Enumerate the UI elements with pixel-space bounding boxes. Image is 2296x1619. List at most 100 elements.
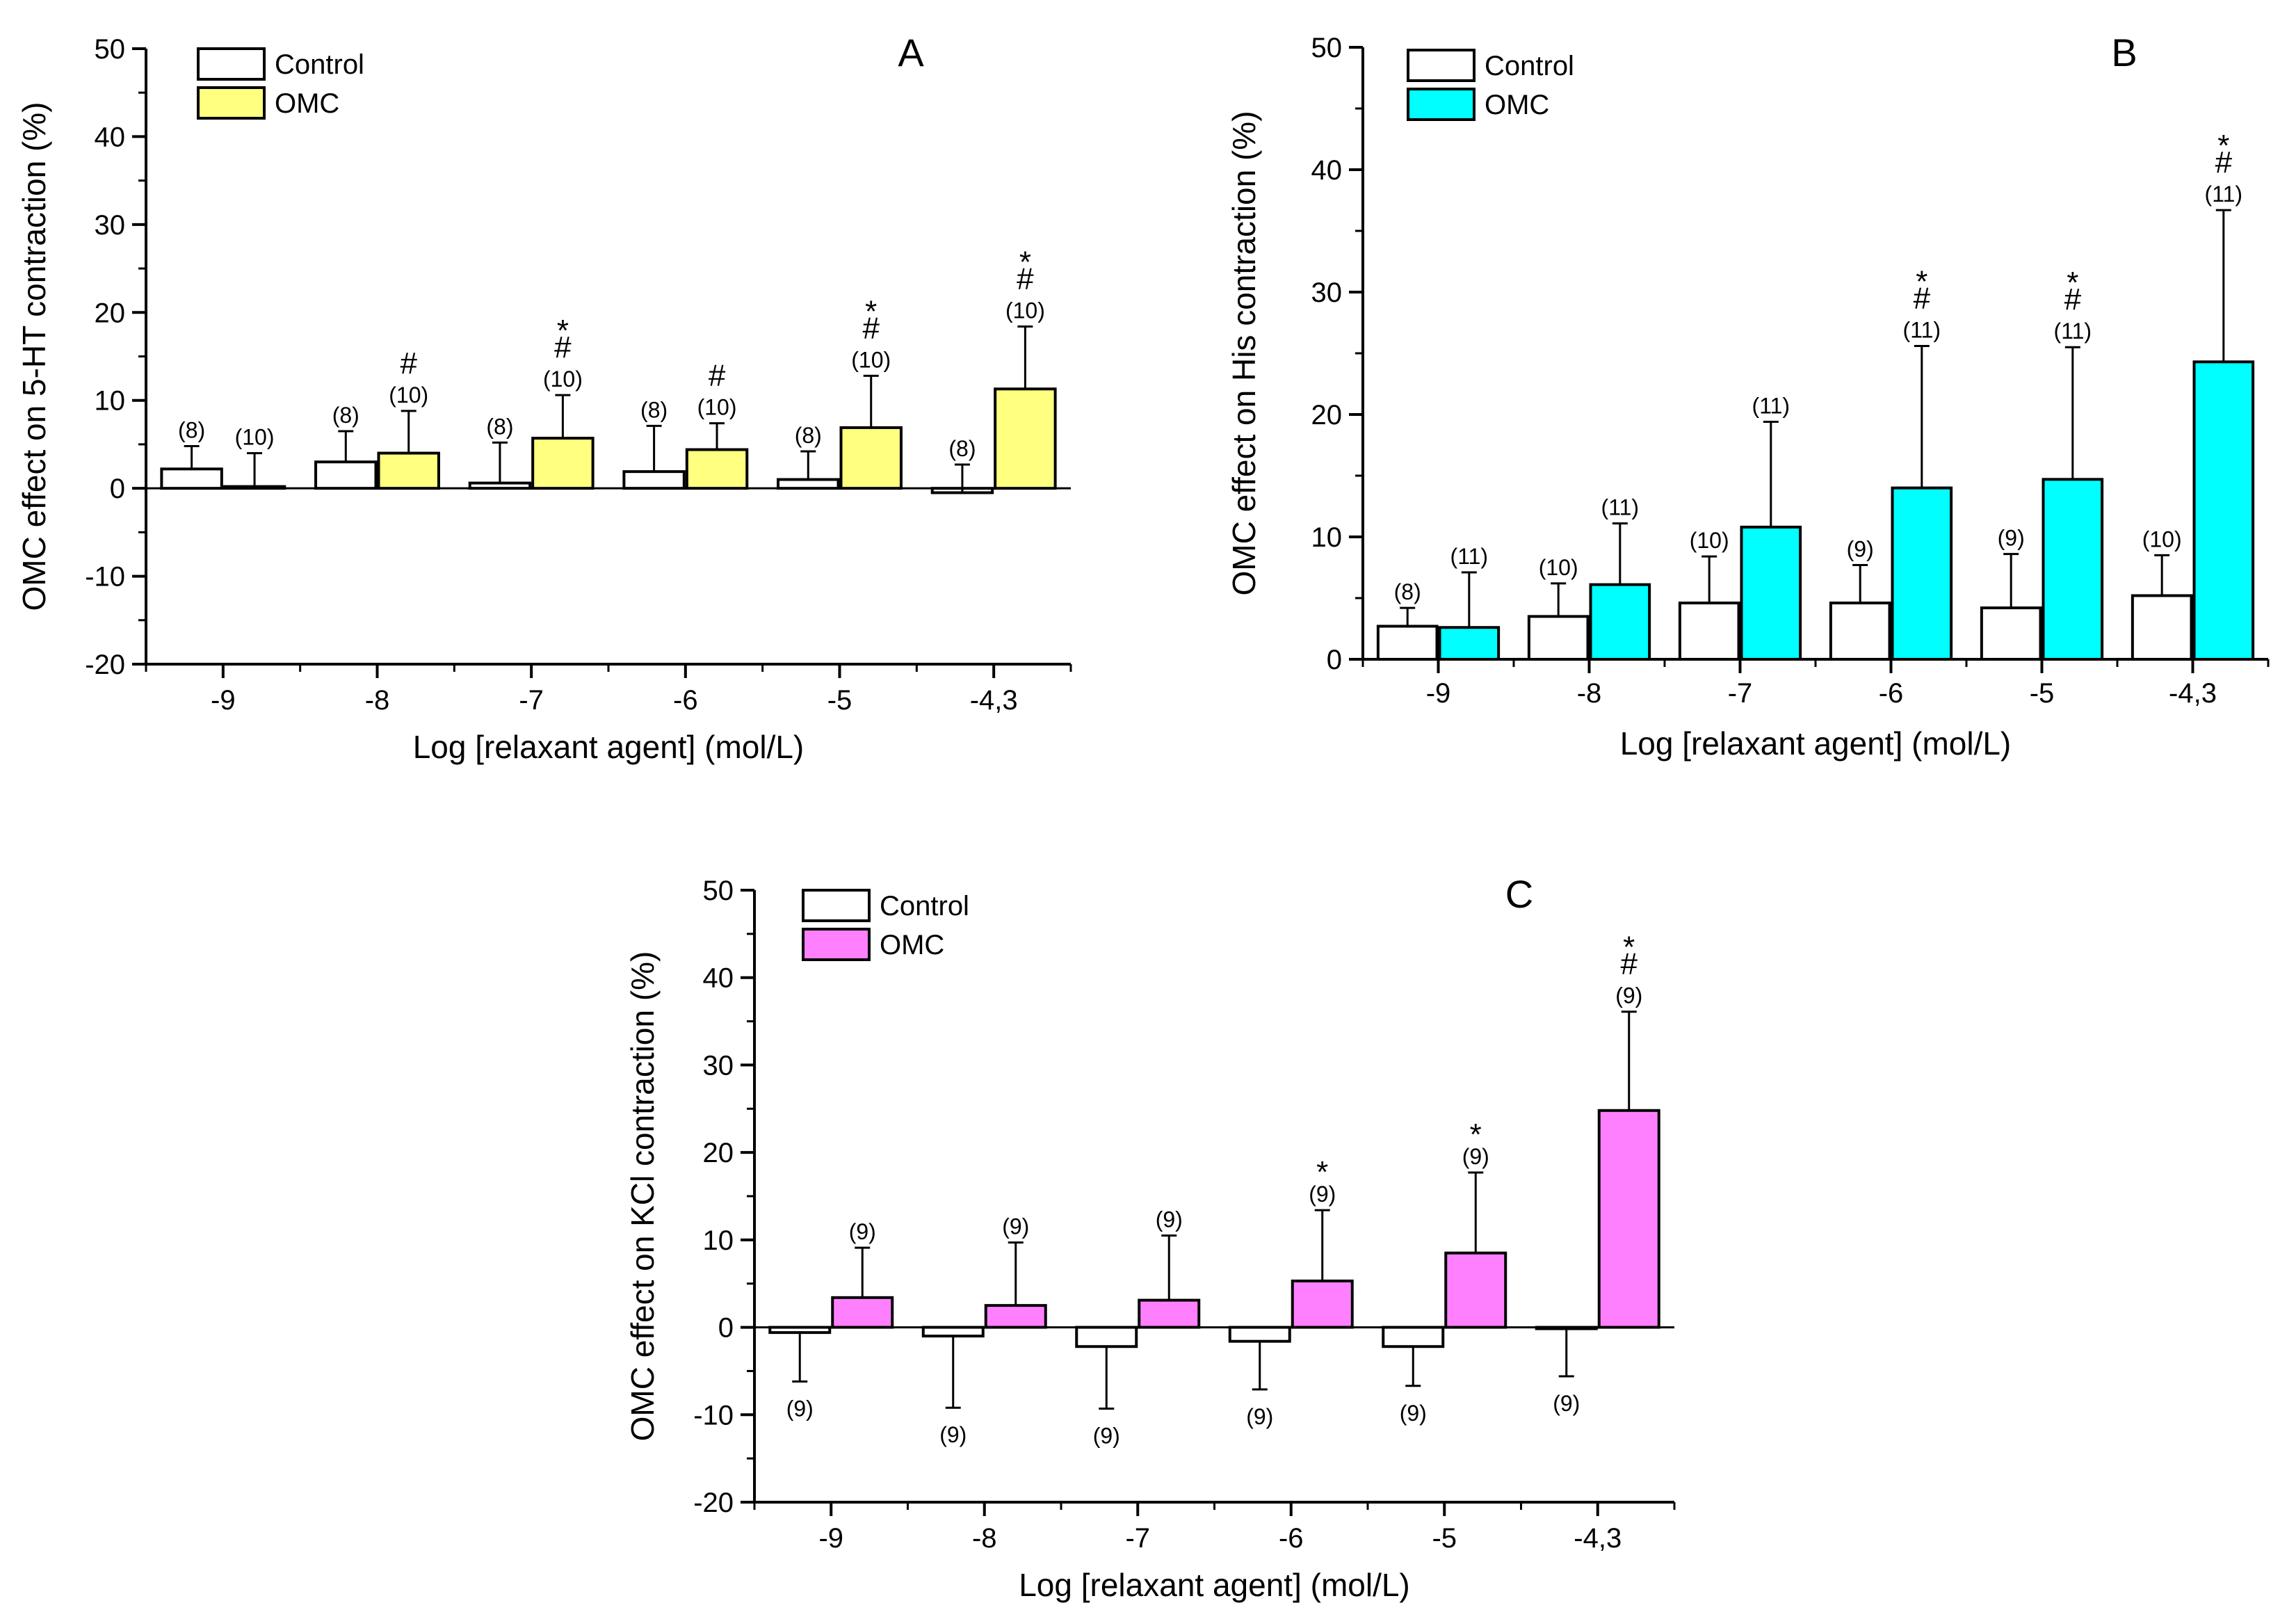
panel-a-n-label: (10) — [851, 347, 891, 372]
panel-b-n-label: (9) — [1847, 536, 1874, 561]
panel-b-significance-mark: # — [1914, 281, 1931, 315]
panel-b-bar-control — [1527, 615, 1590, 661]
panel-b-y-axis-title: OMC effect on His contraction (%) — [1226, 111, 1262, 595]
panel-a-legend-label-control: Control — [275, 49, 364, 80]
panel-a-letter: A — [898, 31, 924, 74]
panel-c-legend-label-omc: OMC — [880, 930, 944, 960]
panel-a-n-label: (10) — [1005, 298, 1045, 323]
panel-c-legend-swatch-control — [802, 889, 871, 922]
panel-a-y-tick-label: 30 — [95, 210, 126, 241]
panel-c-y-tick-label: 50 — [703, 876, 734, 906]
panel-b-letter: B — [2111, 31, 2137, 74]
panel-a-x-tick-label: -5 — [827, 685, 852, 716]
panel-a-bar-control — [777, 478, 840, 490]
panel-b-n-label: (11) — [1601, 495, 1640, 520]
panel-a-legend-swatch-omc — [197, 86, 266, 120]
panel-a-x-tick-label: -7 — [519, 685, 544, 716]
panel-a-legend-swatch-control — [197, 47, 266, 81]
panel-a-bar-omc — [685, 448, 749, 490]
panel-b-n-label: (11) — [2054, 319, 2092, 344]
panel-b-bar-omc — [1438, 626, 1501, 661]
panel-a-bar-omc — [994, 387, 1057, 490]
panel-c-x-tick-label: -9 — [818, 1523, 843, 1554]
panel-c-y-tick-label: 30 — [703, 1050, 734, 1081]
panel-a-n-label: (8) — [795, 423, 822, 448]
panel-b-significance-mark: # — [2064, 282, 2082, 316]
panel-a-significance-mark: * — [1019, 245, 1031, 280]
panel-c-bar-omc — [1138, 1298, 1201, 1329]
panel-b-legend-swatch-omc — [1407, 88, 1476, 121]
panel-a-significance-mark: # — [400, 346, 417, 380]
panel-a-significance-mark: * — [865, 294, 877, 328]
panel-b-n-label: (11) — [1903, 317, 1941, 342]
panel-c-y-tick-label: -20 — [693, 1488, 734, 1518]
panel-a-bar-omc — [839, 426, 903, 490]
panel-c-x-tick-label: -8 — [972, 1523, 997, 1554]
panel-b-x-tick-label: -5 — [2030, 678, 2055, 709]
panel-a-n-label: (10) — [543, 367, 583, 392]
panel-a-n-label: (8) — [640, 397, 668, 422]
panel-c-x-tick-label: -6 — [1279, 1523, 1304, 1554]
panel-b-y-tick-label: 20 — [1311, 400, 1343, 430]
panel-c-x-tick-label: -5 — [1432, 1523, 1457, 1554]
panel-a-bar-omc — [223, 485, 286, 490]
panel-a-y-tick-label: -10 — [85, 562, 125, 593]
panel-a-n-label: (8) — [332, 403, 359, 428]
panel-a-y-tick-label: 20 — [95, 298, 126, 328]
panel-b-y-tick-label: 30 — [1311, 277, 1343, 308]
panel-b-bar-control — [2131, 594, 2193, 661]
panel-b-bar-control — [1376, 625, 1439, 661]
panel-a-bar-control — [160, 467, 223, 490]
panel-a-y-axis-title: OMC effect on 5-HT contraction (%) — [16, 102, 52, 611]
panel-a-n-label: (8) — [178, 417, 205, 442]
panel-b-legend-swatch-control — [1407, 49, 1476, 82]
panel-b-x-tick-label: -4,3 — [2169, 678, 2217, 709]
panel-c-significance-mark: * — [1470, 1118, 1482, 1152]
panel-c-n-label: (9) — [1400, 1401, 1427, 1426]
panel-a-n-label: (8) — [948, 436, 976, 461]
panel-b-legend-label-omc: OMC — [1485, 90, 1549, 120]
panel-b-bar-omc — [1740, 525, 1802, 661]
panel-a-significance-mark: # — [709, 359, 726, 393]
panel-c-x-axis-title: Log [relaxant agent] (mol/L) — [1019, 1567, 1410, 1603]
panel-b-bar-control — [1829, 602, 1891, 661]
panel-c-bar-omc — [1597, 1109, 1660, 1329]
panel-c-bar-control — [921, 1326, 985, 1338]
panel-c-y-tick-label: 10 — [703, 1225, 734, 1256]
panel-a-bar-control — [314, 460, 378, 490]
panel-b-n-label: (11) — [2205, 182, 2243, 207]
panel-b-x-axis-title: Log [relaxant agent] (mol/L) — [1620, 725, 2012, 762]
panel-b-legend-label-control: Control — [1485, 51, 1574, 81]
panel-a-significance-mark: # — [862, 311, 880, 345]
panel-c-n-label: (9) — [849, 1219, 876, 1244]
panel-c-y-tick-label: 20 — [703, 1138, 734, 1168]
panel-a-y-tick-label: 50 — [95, 34, 126, 65]
panel-b-bar-omc — [2042, 478, 2104, 661]
panel-c-bar-control — [768, 1326, 832, 1335]
panel-a-n-label: (10) — [235, 425, 275, 450]
panel-a-significance-mark: # — [1017, 262, 1034, 296]
panel-b-bar-omc — [2192, 360, 2255, 661]
panel-b-x-tick-label: -8 — [1577, 678, 1602, 709]
panel-b-significance-mark: * — [2217, 129, 2229, 163]
panel-c-n-label: (9) — [786, 1396, 814, 1421]
panel-c-bar-control — [1382, 1326, 1445, 1348]
panel-c-n-label: (9) — [1156, 1207, 1183, 1232]
panel-a-n-label: (10) — [389, 382, 428, 408]
panel-c-bar-omc — [1291, 1279, 1354, 1329]
panel-c-significance-mark: * — [1316, 1155, 1328, 1189]
panel-c-n-label: (9) — [1002, 1214, 1029, 1239]
panel-c-significance-mark: * — [1623, 931, 1635, 965]
panel-a-x-axis-title: Log [relaxant agent] (mol/L) — [413, 729, 805, 765]
panel-b-bar-control — [1678, 602, 1740, 661]
panel-b-n-label: (10) — [1539, 555, 1578, 580]
panel-c-n-label: (9) — [1553, 1391, 1580, 1416]
panel-c-bar-control — [1228, 1326, 1291, 1343]
panel-c-y-tick-label: -10 — [693, 1400, 734, 1431]
panel-c-legend-swatch-omc — [802, 928, 871, 961]
panel-b-y-tick-label: 40 — [1311, 155, 1343, 186]
panel-b-n-label: (9) — [1998, 526, 2025, 551]
panel-a-n-label: (8) — [486, 414, 513, 439]
panel-a-x-tick-label: -8 — [365, 685, 390, 716]
panel-a-legend-label-omc: OMC — [275, 88, 339, 119]
